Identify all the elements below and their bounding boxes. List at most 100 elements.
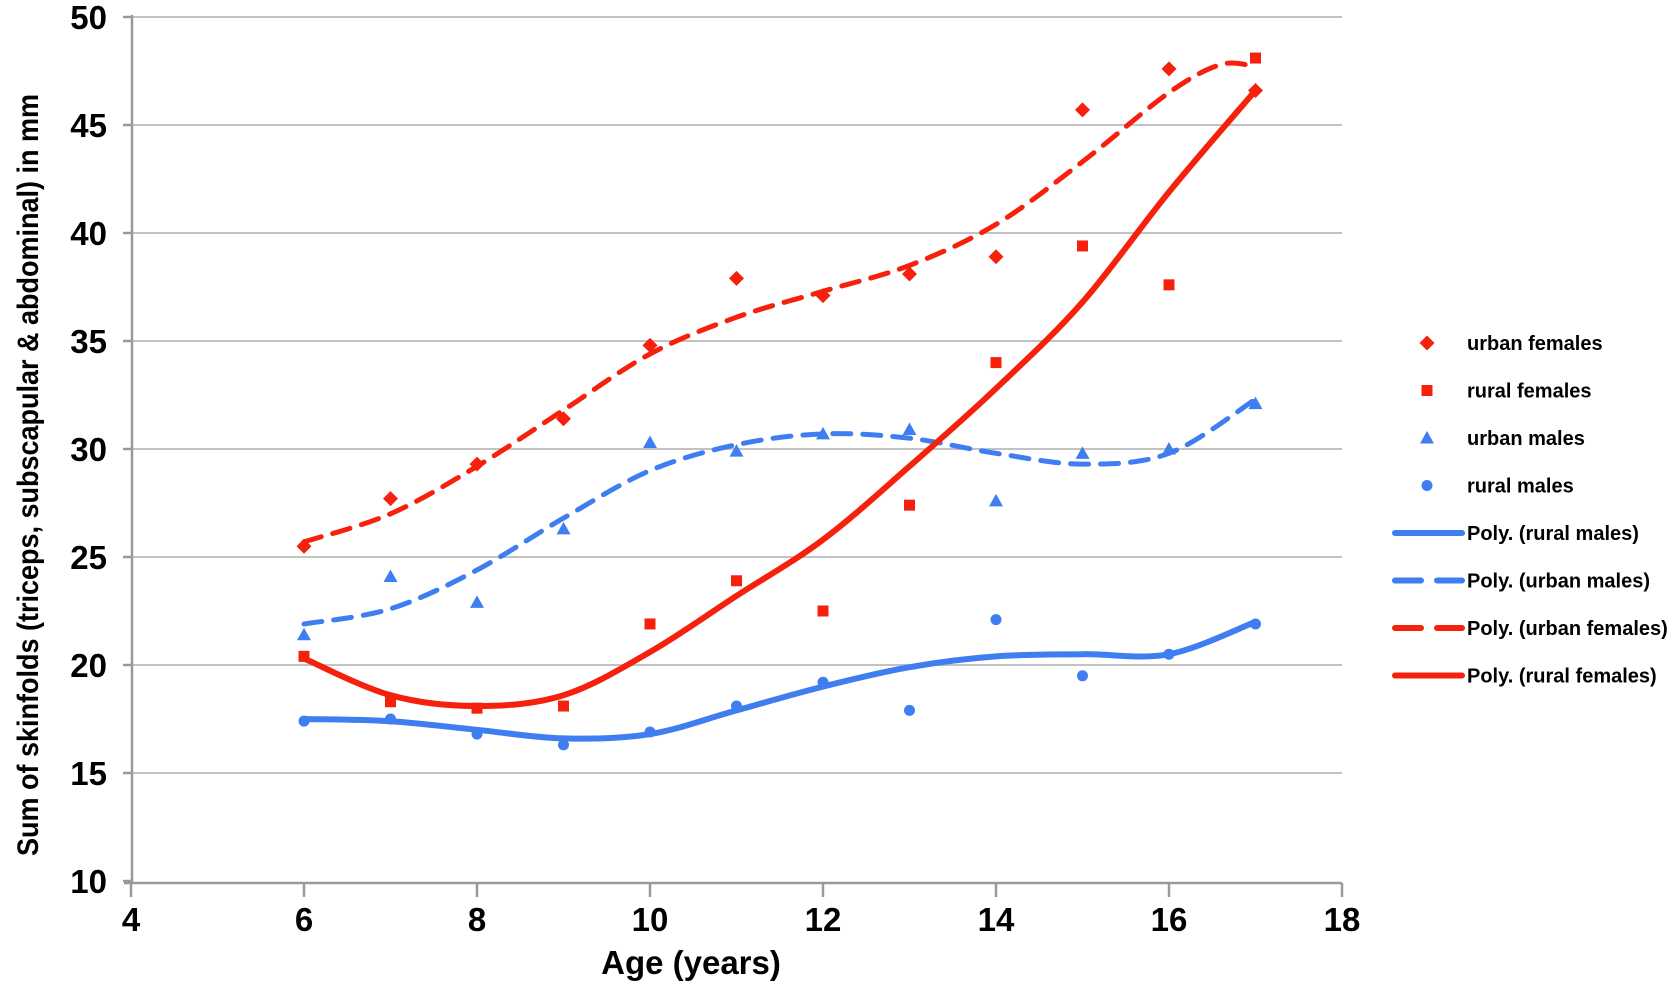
- point-rural-males: [1163, 648, 1175, 660]
- data-points-group: [296, 52, 1263, 751]
- legend-circle-icon: [1421, 480, 1433, 491]
- legend-group: urban females rural females urban males rur…: [1392, 333, 1668, 688]
- point-urban-females: [383, 491, 398, 507]
- point-rural-males: [298, 715, 310, 727]
- legend-label: Poly. (urban females): [1467, 618, 1668, 640]
- point-rural-females: [817, 605, 829, 617]
- point-urban-males: [556, 521, 571, 535]
- point-rural-males: [731, 700, 742, 712]
- x-tick-label: 8: [468, 901, 486, 938]
- y-tick-label: 30: [70, 431, 107, 468]
- point-urban-males: [643, 435, 657, 449]
- point-urban-females: [296, 538, 312, 554]
- trendline-poly-rural-males-: [301, 618, 1259, 742]
- point-rural-males: [644, 726, 656, 738]
- point-urban-males: [1162, 442, 1176, 455]
- point-rural-females: [644, 618, 656, 630]
- legend-item: urban males: [1420, 428, 1585, 450]
- y-tick-label: 40: [70, 215, 107, 252]
- point-urban-males: [902, 422, 917, 436]
- legend-item: Poly. (urban females): [1392, 618, 1668, 640]
- trendline-poly-rural-females-: [301, 87, 1259, 710]
- series-urban-females: [296, 61, 1263, 554]
- legend-label: Poly. (urban males): [1467, 571, 1650, 593]
- trendline-poly-urban-males-: [301, 396, 1258, 627]
- x-tick-label: 4: [122, 901, 141, 938]
- x-axis-title: Age (years): [601, 944, 781, 981]
- point-rural-males: [471, 728, 483, 740]
- trendlines-group: [301, 60, 1259, 742]
- legend-square-icon: [1421, 385, 1433, 396]
- x-tick-label: 6: [295, 901, 313, 938]
- point-rural-females: [990, 357, 1002, 369]
- x-tick-label: 12: [805, 901, 842, 938]
- x-tick-label: 14: [978, 901, 1015, 938]
- point-rural-females: [385, 696, 396, 708]
- legend-item: Poly. (rural females): [1392, 666, 1657, 688]
- point-urban-females: [902, 266, 917, 282]
- x-tick-label: 10: [632, 901, 669, 938]
- point-urban-males: [729, 444, 744, 457]
- point-rural-females: [298, 650, 310, 662]
- legend-label: urban females: [1467, 333, 1603, 355]
- point-urban-females: [1075, 102, 1090, 118]
- legend-item: Poly. (rural males): [1392, 523, 1639, 545]
- point-rural-males: [990, 614, 1002, 626]
- legend-item: Poly. (urban males): [1392, 571, 1650, 593]
- y-tick-label: 35: [70, 323, 107, 360]
- point-rural-females: [1163, 279, 1175, 291]
- legend-item: rural females: [1421, 381, 1592, 403]
- point-urban-males: [297, 627, 311, 641]
- point-urban-males: [1075, 446, 1090, 459]
- legend-label: Poly. (rural males): [1467, 523, 1639, 545]
- legend-label: urban males: [1467, 428, 1585, 450]
- point-rural-males: [1077, 670, 1088, 682]
- point-urban-females: [815, 288, 831, 304]
- point-rural-females: [558, 700, 569, 712]
- legend-item: rural males: [1421, 476, 1574, 498]
- point-urban-females: [469, 456, 485, 472]
- legend-label: Poly. (rural females): [1467, 666, 1657, 688]
- series-rural-females: [298, 52, 1261, 714]
- point-urban-females: [1248, 82, 1263, 98]
- gridlines-group: [132, 16, 1342, 774]
- point-urban-females: [556, 411, 571, 427]
- point-urban-males: [470, 595, 484, 608]
- point-rural-females: [731, 575, 742, 587]
- point-rural-males: [817, 676, 829, 688]
- x-tick-label: 16: [1151, 901, 1188, 938]
- tick-labels-group: 4 6 8 10 12 14 16 18 10 15 20 25 30 35 40 45 50: [70, 0, 1360, 938]
- series-rural-males: [298, 614, 1261, 751]
- y-tick-label: 10: [70, 863, 107, 900]
- legend-triangle-icon: [1420, 431, 1434, 444]
- series-urban-males: [297, 396, 1263, 641]
- point-urban-males: [1248, 396, 1263, 410]
- point-rural-females: [1250, 52, 1261, 64]
- y-axis-title: Sum of skinfolds (triceps, subscapular &…: [12, 94, 45, 856]
- point-urban-females: [729, 270, 744, 286]
- y-tick-label: 25: [70, 539, 107, 576]
- legend-item: urban females: [1419, 333, 1603, 355]
- y-tick-label: 45: [70, 107, 107, 144]
- legend-label: rural males: [1467, 476, 1574, 498]
- point-urban-females: [988, 249, 1004, 265]
- point-rural-males: [385, 713, 396, 725]
- point-urban-females: [1161, 61, 1177, 77]
- x-tick-label: 18: [1324, 901, 1361, 938]
- point-urban-females: [642, 337, 658, 353]
- legend-label: rural females: [1467, 381, 1592, 403]
- point-urban-males: [989, 493, 1003, 507]
- tick-marks-group: [123, 15, 1344, 897]
- point-rural-females: [904, 499, 915, 511]
- y-tick-label: 15: [70, 755, 107, 792]
- point-urban-males: [383, 569, 398, 582]
- y-tick-label: 20: [70, 647, 107, 684]
- point-rural-males: [558, 739, 569, 751]
- point-rural-males: [904, 704, 915, 716]
- point-urban-males: [816, 426, 830, 440]
- y-tick-label: 50: [70, 0, 107, 36]
- trendline-poly-urban-females-: [301, 60, 1258, 545]
- legend-diamond-icon: [1419, 335, 1435, 351]
